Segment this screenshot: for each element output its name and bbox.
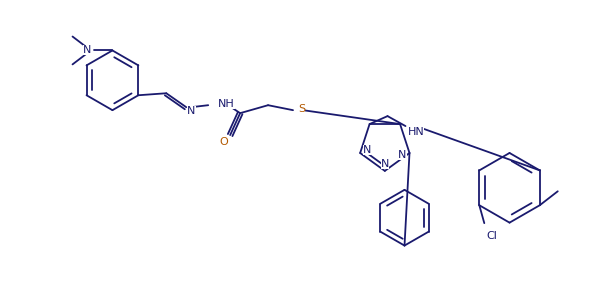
Text: Cl: Cl bbox=[486, 231, 497, 241]
Text: N: N bbox=[399, 150, 407, 160]
Text: S: S bbox=[298, 104, 305, 114]
Text: N: N bbox=[381, 159, 389, 169]
Text: O: O bbox=[220, 137, 229, 147]
Text: N: N bbox=[363, 145, 371, 155]
Text: HN: HN bbox=[408, 127, 424, 137]
Text: N: N bbox=[83, 46, 92, 56]
Text: NH: NH bbox=[218, 99, 235, 109]
Text: N: N bbox=[187, 106, 196, 116]
